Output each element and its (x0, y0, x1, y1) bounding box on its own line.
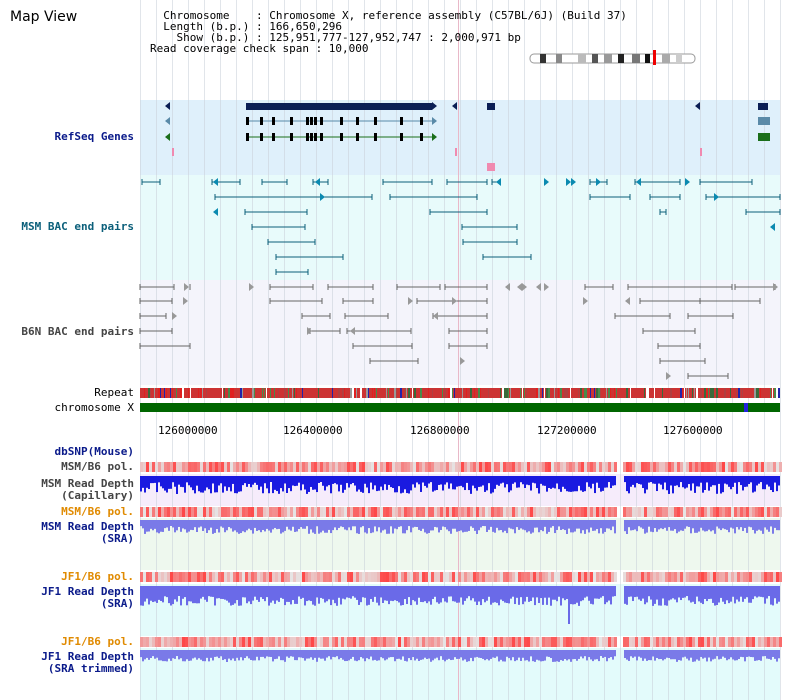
chromosome-ideogram (529, 50, 696, 65)
track-label-refseq[interactable]: RefSeq Genes (54, 130, 134, 143)
grid-line (204, 0, 205, 700)
grid-line (508, 0, 509, 700)
grid-line (540, 0, 541, 700)
track-label-jf1-read-sra[interactable]: JF1 Read Depth (SRA) (41, 585, 134, 610)
grid-line (444, 0, 445, 700)
track-label-msm-bac[interactable]: MSM BAC end pairs (21, 220, 134, 233)
grid-line (348, 0, 349, 700)
info-line: Show (b.p.) : 125,951,777-127,952,747 : … (150, 31, 521, 44)
info-line: Chromosome : Chromosome X, reference ass… (150, 9, 627, 22)
grid-line (684, 0, 685, 700)
grid-line (156, 0, 157, 700)
grid-line (316, 0, 317, 700)
grid-line (236, 0, 237, 700)
grid-line (412, 0, 413, 700)
grid-line (476, 0, 477, 700)
grid-line (364, 0, 365, 700)
grid-line (332, 0, 333, 700)
axis-tick: 126000000 (158, 424, 218, 437)
track-label-msm-pol-1: MSM/B6 pol. (61, 460, 134, 473)
grid-line (620, 0, 621, 700)
grid-line (700, 0, 701, 700)
grid-line (716, 0, 717, 700)
track-label-jf1-pol-2: JF1/B6 pol. (61, 635, 134, 648)
grid-line (524, 0, 525, 700)
track-label-msm-pol-2: MSM/B6 pol. (61, 505, 134, 518)
track-label-chromosome: chromosome X (54, 401, 134, 414)
grid-line (220, 0, 221, 700)
track-label-repeat: Repeat (94, 386, 134, 399)
chromosome-bar (140, 403, 780, 412)
page-title: Map View (10, 9, 78, 25)
grid-line (252, 0, 253, 700)
grid-line (172, 0, 173, 700)
refseq-genes-graphics (165, 102, 770, 171)
grid-line (732, 0, 733, 700)
track-label-jf1-read-trim[interactable]: JF1 Read Depth (SRA trimmed) (41, 650, 134, 675)
info-line: Read coverage check span : 10,000 (150, 42, 369, 55)
axis-tick: 127600000 (663, 424, 723, 437)
polymorphism-graphics (140, 462, 782, 647)
grid-line (588, 0, 589, 700)
track-label-msm-read-cap: MSM Read Depth (Capillary) (41, 477, 134, 502)
grid-line (396, 0, 397, 700)
grid-line (572, 0, 573, 700)
grid-line (268, 0, 269, 700)
track-label-jf1-pol-1: JF1/B6 pol. (61, 570, 134, 583)
track-label-b6n-bac[interactable]: B6N BAC end pairs (21, 325, 134, 338)
grid-line (300, 0, 301, 700)
cursor-line (458, 0, 459, 700)
track-label-dbsnp[interactable]: dbSNP(Mouse) (54, 445, 134, 458)
grid-line (604, 0, 605, 700)
grid-line (780, 0, 781, 700)
read-depth-graphics (140, 476, 780, 662)
grid-line (492, 0, 493, 700)
grid-line (188, 0, 189, 700)
grid-line (428, 0, 429, 700)
grid-line (764, 0, 765, 700)
grid-line (284, 0, 285, 700)
axis-tick: 126800000 (410, 424, 470, 437)
repeat-graphics (140, 388, 780, 398)
grid-line (460, 0, 461, 700)
grid-line (668, 0, 669, 700)
chromosome-info: Chromosome : Chromosome X, reference ass… (150, 10, 627, 54)
grid-line (380, 0, 381, 700)
grid-line (556, 0, 557, 700)
axis-tick: 127200000 (537, 424, 597, 437)
info-line: Length (b.p.) : 166,650,296 (150, 20, 343, 33)
axis-tick: 126400000 (283, 424, 343, 437)
grid-line (652, 0, 653, 700)
grid-line (748, 0, 749, 700)
grid-line (140, 0, 141, 700)
grid-line (636, 0, 637, 700)
track-label-msm-read-sra[interactable]: MSM Read Depth (SRA) (41, 520, 134, 545)
b6n-bac-graphics (139, 283, 778, 380)
msm-bac-graphics (141, 178, 781, 275)
